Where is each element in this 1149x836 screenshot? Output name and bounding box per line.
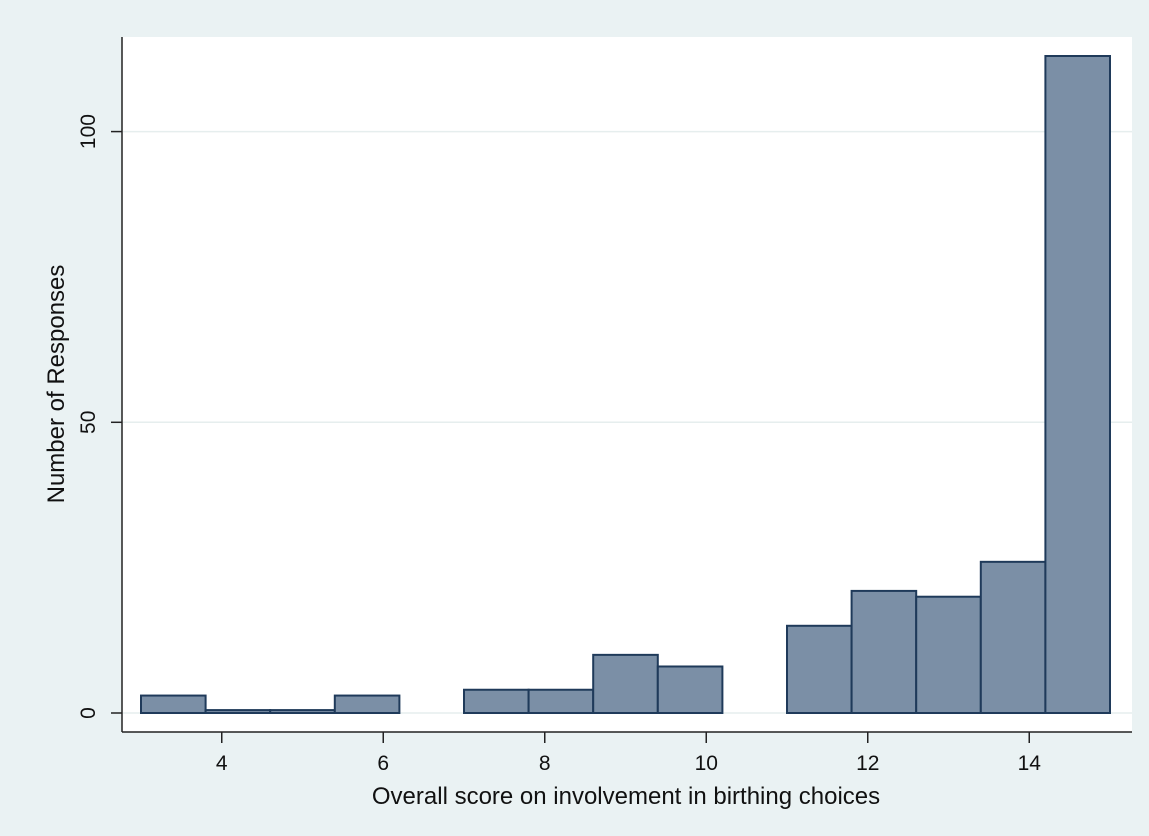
x-tick-label-12: 12 [856,752,879,775]
histogram-bar-12 [979,560,1047,714]
x-tick-label-14: 14 [1018,752,1042,775]
x-tick-label-4: 4 [216,752,228,775]
histogram-bar-6 [527,688,595,714]
y-tick-label-0: 0 [77,707,100,719]
y-tick-label-100: 100 [77,114,100,149]
histogram-bar-4 [333,694,401,714]
y-tick-label-50: 50 [77,411,100,434]
ticks: 4 6 8 10 12 14 0 50 100 [77,114,1041,775]
histogram-bar-8 [656,665,724,715]
histogram-bar-9 [786,624,853,714]
histogram-bar-10 [850,589,918,714]
histogram-bar-11 [915,595,982,714]
histogram-bar-1 [140,694,207,714]
x-tick-label-10: 10 [695,752,718,775]
y-axis-title: Number of Responses [43,265,70,504]
x-tick-label-8: 8 [539,752,551,775]
histogram-bar-5 [463,688,530,714]
histogram-bar-3 [269,709,336,714]
x-axis-title: Overall score on involvement in birthing… [372,783,880,810]
bars [140,55,1112,715]
histogram-bar-7 [592,653,659,714]
axes [121,37,1132,733]
histogram-bar-13 [1044,55,1112,714]
x-tick-label-6: 6 [377,752,389,775]
histogram-bar-2 [204,709,272,714]
